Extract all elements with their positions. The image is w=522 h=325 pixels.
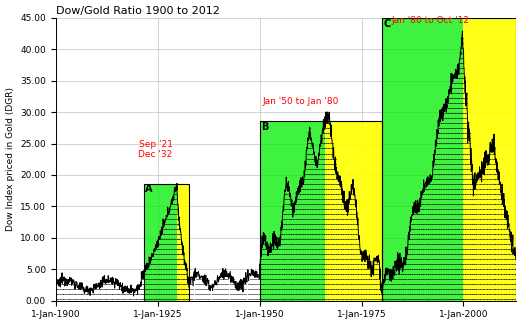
- Text: A: A: [146, 184, 153, 194]
- Text: B: B: [261, 122, 268, 132]
- Bar: [145, 184, 177, 301]
- Text: Jan '50 to Jan '80: Jan '50 to Jan '80: [262, 97, 339, 106]
- Text: Sep '21
Dec '32: Sep '21 Dec '32: [138, 140, 173, 159]
- Text: Jan '80 to Oct '12: Jan '80 to Oct '12: [392, 16, 470, 25]
- Text: Dow/Gold Ratio 1900 to 2012: Dow/Gold Ratio 1900 to 2012: [56, 6, 220, 16]
- Bar: [464, 18, 516, 301]
- Bar: [145, 184, 189, 301]
- Bar: [259, 122, 382, 301]
- Bar: [382, 18, 464, 301]
- Text: C: C: [383, 19, 390, 29]
- Bar: [382, 18, 516, 301]
- Y-axis label: Dow Index priced in Gold (DGR): Dow Index priced in Gold (DGR): [6, 87, 15, 231]
- Bar: [325, 122, 382, 301]
- Bar: [177, 184, 189, 301]
- Bar: [259, 122, 325, 301]
